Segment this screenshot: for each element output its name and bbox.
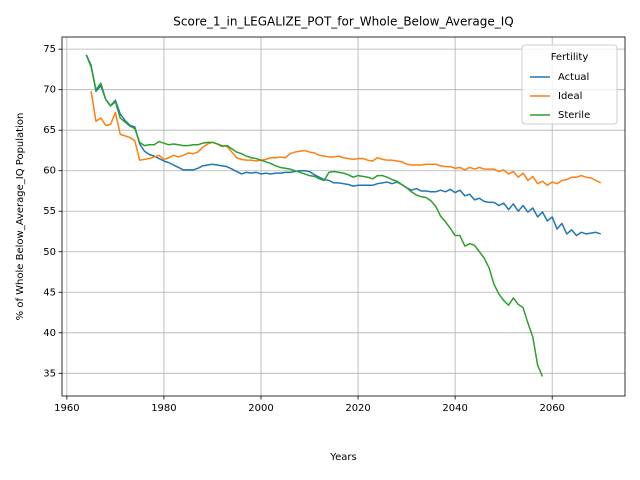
- y-tick-label: 50: [43, 247, 56, 258]
- line-series: [85, 54, 601, 237]
- legend-label: Sterile: [558, 110, 590, 121]
- y-tick-label: 55: [43, 206, 56, 217]
- legend-title: Fertility: [551, 52, 589, 63]
- y-tick-label: 65: [43, 125, 56, 136]
- x-tick-label: 1960: [54, 403, 79, 414]
- x-tick-label: 2000: [248, 403, 273, 414]
- line-series: [90, 91, 602, 187]
- y-tick-label: 35: [43, 368, 56, 379]
- plot-frame: [61, 36, 626, 397]
- line-series: [85, 54, 544, 377]
- x-tick-label: 2040: [442, 403, 467, 414]
- y-tick-label: 40: [43, 328, 56, 339]
- x-tick-label: 1980: [151, 403, 176, 414]
- x-tick-label: 2060: [539, 403, 564, 414]
- x-axis-label: Years: [329, 452, 356, 463]
- chart-title: Score_1_in_LEGALIZE_POT_for_Whole_Below_…: [173, 15, 513, 29]
- y-tick-label: 75: [43, 44, 56, 55]
- y-tick-label: 70: [43, 85, 56, 96]
- legend-box: [521, 44, 618, 125]
- legend-label: Actual: [558, 72, 589, 83]
- x-tick-label: 2020: [345, 403, 370, 414]
- y-tick-label: 60: [43, 166, 56, 177]
- legend-label: Ideal: [558, 91, 582, 102]
- y-axis-label: % of Whole Below_Average_IQ Population: [15, 113, 26, 321]
- y-tick-label: 45: [43, 287, 56, 298]
